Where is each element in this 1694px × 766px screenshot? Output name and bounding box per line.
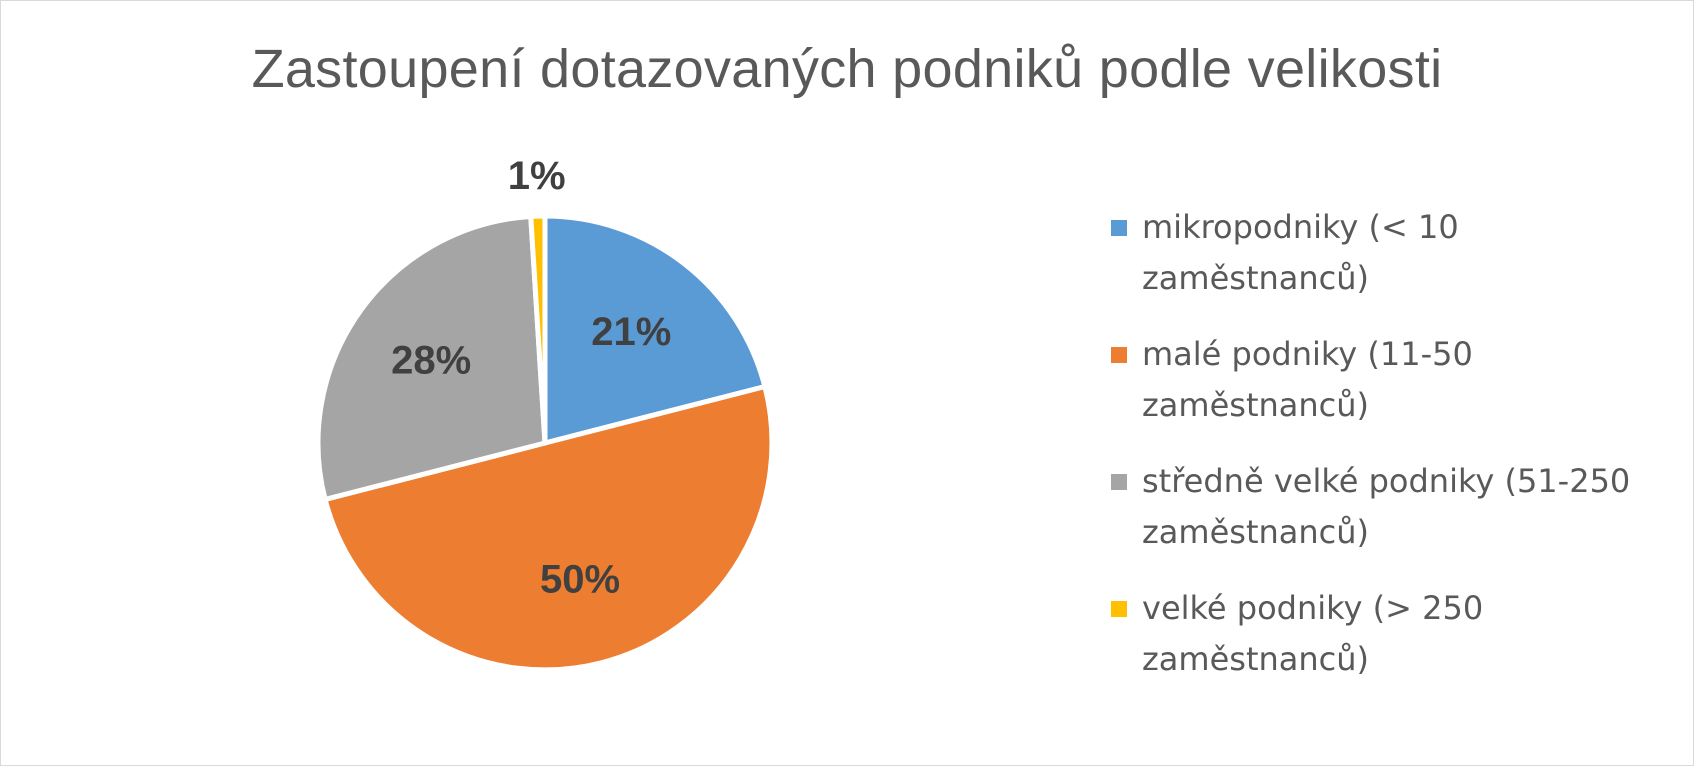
legend-swatch <box>1111 601 1127 617</box>
pie-slice-medium <box>315 213 548 502</box>
legend-label-line1: malé podniky (11-50 <box>1142 335 1473 373</box>
legend-swatch <box>1111 347 1127 363</box>
legend-label-line2: zaměstnanců) <box>1142 513 1370 551</box>
chart-title: Zastoupení dotazovaných podniků podle ve… <box>251 39 1443 99</box>
legend-item-large: velké podniky (> 250 zaměstnanců) <box>1108 583 1688 685</box>
legend-item-small: malé podniky (11-50 zaměstnanců) <box>1108 329 1688 431</box>
pie-slices <box>315 213 775 673</box>
chart-legend: mikropodniky (< 10 zaměstnanců) malé pod… <box>1108 202 1688 710</box>
pie-slice-large <box>528 213 548 446</box>
legend-swatch <box>1111 220 1127 236</box>
legend-label-line2: zaměstnanců) <box>1142 640 1370 678</box>
pie-slice-micro <box>542 213 768 446</box>
data-label-large: 1% <box>508 154 566 198</box>
legend-label-line2: zaměstnanců) <box>1142 259 1370 297</box>
data-label-micro: 21% <box>591 310 671 354</box>
legend-label-line1: středně velké podniky (51-250 <box>1142 462 1631 500</box>
legend-label-line1: mikropodniky (< 10 <box>1142 208 1459 246</box>
legend-label-line2: zaměstnanců) <box>1142 386 1370 424</box>
pie-data-labels: 21% 50% 28% 1% <box>391 154 671 601</box>
data-label-medium: 28% <box>391 338 471 382</box>
legend-label-line1: velké podniky (> 250 <box>1142 589 1484 627</box>
legend-item-medium: středně velké podniky (51-250 zaměstnanc… <box>1108 456 1688 558</box>
legend-swatch <box>1111 474 1127 490</box>
pie-slice-small <box>322 384 775 673</box>
data-label-small: 50% <box>540 557 620 601</box>
legend-item-micro: mikropodniky (< 10 zaměstnanců) <box>1108 202 1688 304</box>
